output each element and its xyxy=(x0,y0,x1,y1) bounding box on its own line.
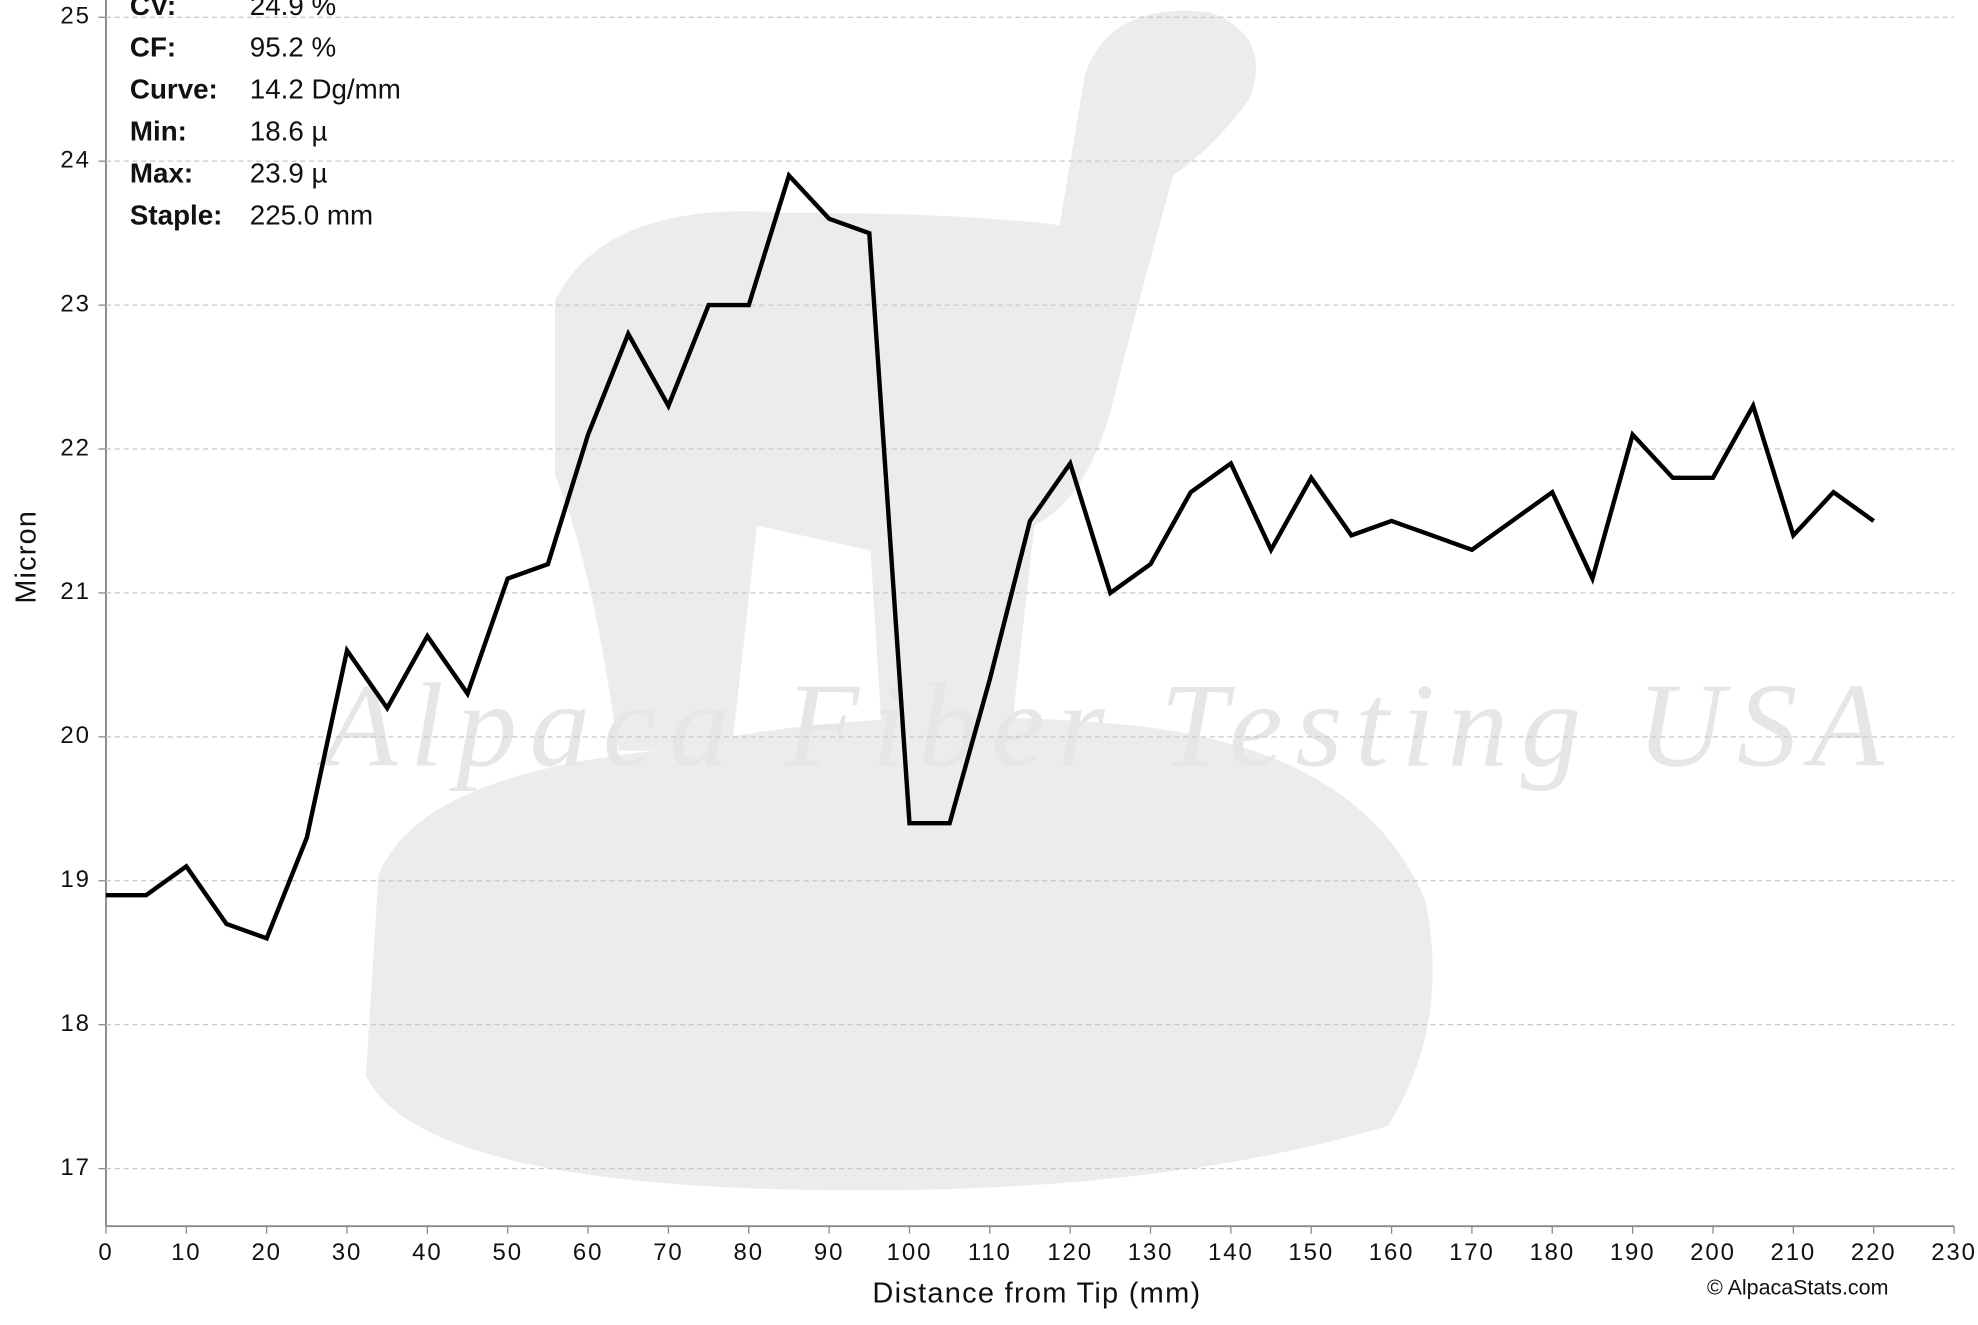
x-tick-label: 220 xyxy=(1851,1239,1897,1266)
stat-value: 23.9 µ xyxy=(250,158,328,189)
stat-value: 14.2 Dg/mm xyxy=(250,74,401,105)
y-axis-title: Micron xyxy=(10,510,42,604)
y-tick-label: 17 xyxy=(60,1154,90,1181)
x-tick-label: 140 xyxy=(1208,1239,1254,1266)
y-tick-label: 24 xyxy=(60,147,90,174)
x-tick-label: 30 xyxy=(332,1239,362,1266)
x-tick-label: 40 xyxy=(412,1239,442,1266)
x-tick-label: 0 xyxy=(98,1239,113,1266)
stat-value: 18.6 µ xyxy=(250,116,328,147)
y-tick-label: 20 xyxy=(60,722,90,749)
x-tick-label: 10 xyxy=(171,1239,201,1266)
stat-label: Curve: xyxy=(130,74,218,105)
stat-value: 24.9 % xyxy=(250,0,336,21)
x-tick-label: 80 xyxy=(734,1239,764,1266)
stat-label: Min: xyxy=(130,116,187,147)
y-tick-label: 19 xyxy=(60,866,90,893)
y-tick-label: 21 xyxy=(60,578,90,605)
x-tick-label: 180 xyxy=(1529,1239,1575,1266)
y-tick-label: 18 xyxy=(60,1010,90,1037)
x-tick-label: 90 xyxy=(814,1239,844,1266)
stat-value: 225.0 mm xyxy=(250,199,373,230)
x-tick-label: 210 xyxy=(1771,1239,1817,1266)
chart: Alpaca Fiber Testing USA Distance from T… xyxy=(0,0,1978,1325)
watermark: Alpaca Fiber Testing USA xyxy=(317,660,1897,792)
x-tick-label: 20 xyxy=(251,1239,281,1266)
y-tick-label: 22 xyxy=(60,434,90,461)
x-tick-label: 50 xyxy=(492,1239,522,1266)
x-tick-label: 120 xyxy=(1047,1239,1093,1266)
background-image xyxy=(366,11,1433,1191)
stat-label: Max: xyxy=(130,158,193,189)
x-tick-label: 150 xyxy=(1288,1239,1334,1266)
x-tick-label: 100 xyxy=(887,1239,933,1266)
x-tick-label: 110 xyxy=(968,1239,1012,1266)
x-tick-label: 60 xyxy=(573,1239,603,1266)
x-tick-label: 200 xyxy=(1690,1239,1736,1266)
x-tick-label: 190 xyxy=(1610,1239,1656,1266)
y-tick-label: 25 xyxy=(60,3,90,30)
y-tick-label: 23 xyxy=(60,290,90,317)
x-tick-label: 70 xyxy=(653,1239,683,1266)
stat-value: 95.2 % xyxy=(250,32,336,63)
x-axis-title: Distance from Tip (mm) xyxy=(872,1278,1201,1310)
stat-label: CF: xyxy=(130,32,176,63)
x-tick-label: 230 xyxy=(1931,1239,1977,1266)
credit: © AlpacaStats.com xyxy=(1707,1275,1888,1299)
stat-label: CV: xyxy=(130,0,176,21)
x-tick-label: 160 xyxy=(1369,1239,1415,1266)
stat-label: Staple: xyxy=(130,199,222,230)
x-tick-label: 130 xyxy=(1128,1239,1174,1266)
x-tick-label: 170 xyxy=(1449,1239,1495,1266)
